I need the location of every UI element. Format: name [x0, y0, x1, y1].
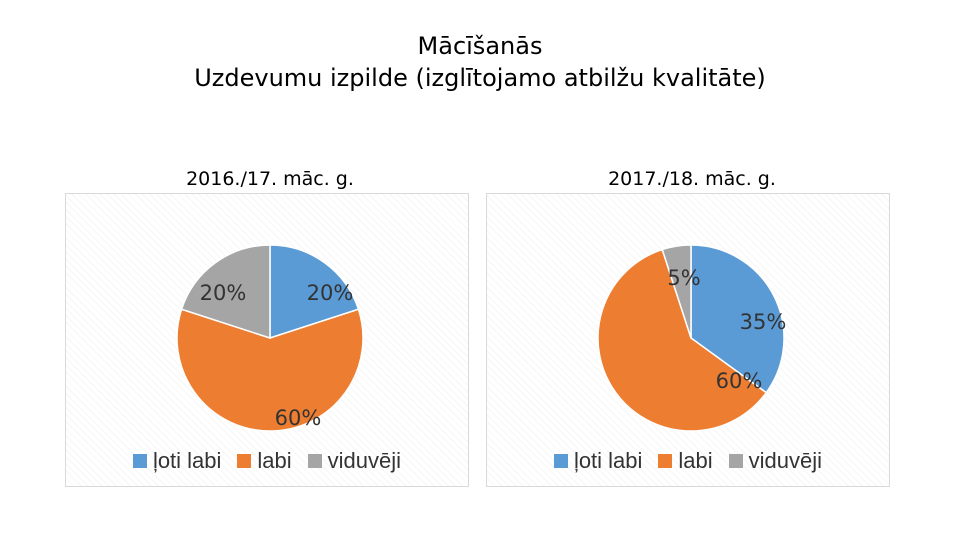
title-line-1: Mācīšanās: [417, 32, 543, 60]
legend-swatch-labi: [237, 454, 252, 468]
legend-swatch-viduveji: [728, 454, 743, 468]
data-label-labi: 60%: [275, 406, 322, 430]
legend-label-labi: labi: [257, 448, 292, 473]
legend-swatch-loti-labi: [132, 454, 147, 468]
pie-svg-2016: 20% 60% 20%: [176, 244, 364, 432]
data-label-viduveji: 20%: [200, 281, 247, 305]
pie-chart-2017: 35% 60% 5% ļoti labi labi viduvēji: [486, 193, 890, 487]
legend-swatch-loti-labi: [553, 454, 568, 468]
pie-chart-2016: 20% 60% 20% ļoti labi labi viduvēji: [65, 193, 469, 487]
legend-item-loti-labi: ļoti labi: [132, 448, 222, 474]
data-label-labi: 60%: [716, 369, 763, 393]
legend-label-viduveji: viduvēji: [748, 448, 823, 473]
pie-slice-loti-labi: [690, 244, 785, 394]
chart-title-2016: 2016./17. māc. g.: [186, 168, 354, 190]
legend-item-labi: labi: [658, 448, 713, 474]
legend-item-viduveji: viduvēji: [307, 448, 402, 474]
legend-item-viduveji: viduvēji: [728, 448, 823, 474]
chart-title-2017: 2017./18. māc. g.: [608, 168, 776, 190]
title-line-2: Uzdevumu izpilde (izglītojamo atbilžu kv…: [194, 64, 766, 92]
data-label-viduveji: 5%: [667, 266, 700, 290]
legend-label-labi: labi: [678, 448, 713, 473]
legend-swatch-labi: [658, 454, 673, 468]
legend-2017: ļoti labi labi viduvēji: [487, 448, 889, 474]
pie-svg-2017: 35% 60% 5%: [597, 244, 787, 432]
pie-slice-labi: [176, 308, 364, 432]
pie-slice-loti-labi: [269, 244, 360, 340]
legend-item-loti-labi: ļoti labi: [553, 448, 643, 474]
legend-swatch-viduveji: [307, 454, 322, 468]
pie-slice-labi: [597, 248, 768, 432]
page-title: Mācīšanās Uzdevumu izpilde (izglītojamo …: [0, 30, 960, 94]
legend-label-viduveji: viduvēji: [327, 448, 402, 473]
legend-label-loti-labi: ļoti labi: [573, 448, 643, 473]
pie-slice-viduveji: [661, 244, 692, 339]
data-label-loti-labi: 35%: [740, 310, 787, 334]
legend-label-loti-labi: ļoti labi: [152, 448, 222, 473]
legend-item-labi: labi: [237, 448, 292, 474]
pie-slice-viduveji: [180, 244, 271, 340]
legend-2016: ļoti labi labi viduvēji: [66, 448, 468, 474]
data-label-loti-labi: 20%: [307, 281, 354, 305]
